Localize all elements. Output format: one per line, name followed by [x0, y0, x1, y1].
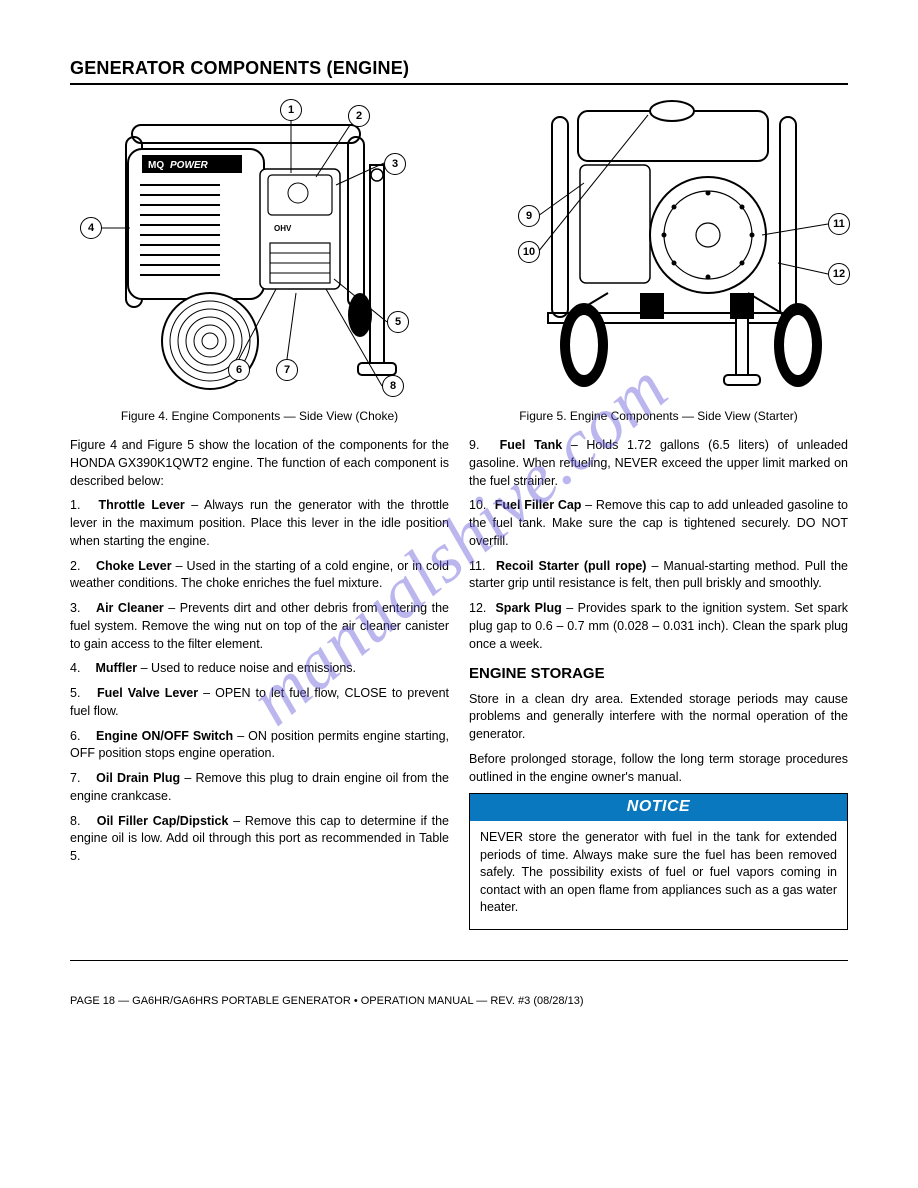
component-list-left: 1. Throttle Lever – Always run the gener… — [70, 497, 449, 866]
component-item: 8. Oil Filler Cap/Dipstick – Remove this… — [70, 813, 449, 866]
component-item: 6. Engine ON/OFF Switch – ON position pe… — [70, 728, 449, 764]
notice-header: NOTICE — [470, 794, 847, 821]
callout-7: 7 — [276, 359, 298, 381]
engine-side-starter-illustration — [508, 93, 848, 413]
svg-text:MQ: MQ — [148, 160, 164, 171]
component-item: 7. Oil Drain Plug – Remove this plug to … — [70, 770, 449, 806]
component-item: 10. Fuel Filler Cap – Remove this cap to… — [469, 497, 848, 550]
footer-text: PAGE 18 — GA6HR/GA6HRS PORTABLE GENERATO… — [70, 995, 583, 1007]
callout-5: 5 — [387, 311, 409, 333]
footer-rule — [70, 960, 848, 961]
storage-para-2: Before prolonged storage, follow the lon… — [469, 751, 848, 787]
callout-3: 3 — [384, 153, 406, 175]
svg-text:OHV: OHV — [274, 224, 292, 233]
intro-paragraph: Figure 4 and Figure 5 show the location … — [70, 437, 449, 490]
storage-para-1: Store in a clean dry area. Extended stor… — [469, 691, 848, 744]
component-item: 5. Fuel Valve Lever – OPEN to let fuel f… — [70, 685, 449, 721]
callout-10: 10 — [518, 241, 540, 263]
callout-1: 1 — [280, 99, 302, 121]
figure-right: 9 10 11 12 — [508, 93, 848, 413]
component-item: 12. Spark Plug – Provides spark to the i… — [469, 600, 848, 653]
component-item: 1. Throttle Lever – Always run the gener… — [70, 497, 449, 550]
section-title: GENERATOR COMPONENTS (ENGINE) — [70, 58, 848, 79]
body-columns: Figure 4 and Figure 5 show the location … — [70, 437, 848, 930]
right-column: 9. Fuel Tank – Holds 1.72 gallons (6.5 l… — [469, 437, 848, 930]
callout-8: 8 — [382, 375, 404, 397]
notice-box: NOTICE NEVER store the generator with fu… — [469, 793, 848, 929]
callout-2: 2 — [348, 105, 370, 127]
left-column: Figure 4 and Figure 5 show the location … — [70, 437, 449, 930]
figure-left: MQ POWER OHV — [70, 93, 410, 413]
title-rule — [70, 83, 848, 85]
callout-9: 9 — [518, 205, 540, 227]
engine-storage-heading: ENGINE STORAGE — [469, 663, 848, 684]
component-item: 11. Recoil Starter (pull rope) – Manual-… — [469, 558, 848, 594]
callout-11: 11 — [828, 213, 850, 235]
component-item: 4. Muffler – Used to reduce noise and em… — [70, 660, 449, 678]
callout-12: 12 — [828, 263, 850, 285]
page-footer: PAGE 18 — GA6HR/GA6HRS PORTABLE GENERATO… — [70, 991, 848, 1007]
figures-row: MQ POWER OHV — [70, 93, 848, 413]
svg-text:POWER: POWER — [170, 160, 209, 171]
component-item: 2. Choke Lever – Used in the starting of… — [70, 558, 449, 594]
callout-6: 6 — [228, 359, 250, 381]
component-item: 3. Air Cleaner – Prevents dirt and other… — [70, 600, 449, 653]
callout-4: 4 — [80, 217, 102, 239]
component-item: 9. Fuel Tank – Holds 1.72 gallons (6.5 l… — [469, 437, 848, 490]
notice-body: NEVER store the generator with fuel in t… — [470, 821, 847, 929]
component-list-right: 9. Fuel Tank – Holds 1.72 gallons (6.5 l… — [469, 437, 848, 653]
